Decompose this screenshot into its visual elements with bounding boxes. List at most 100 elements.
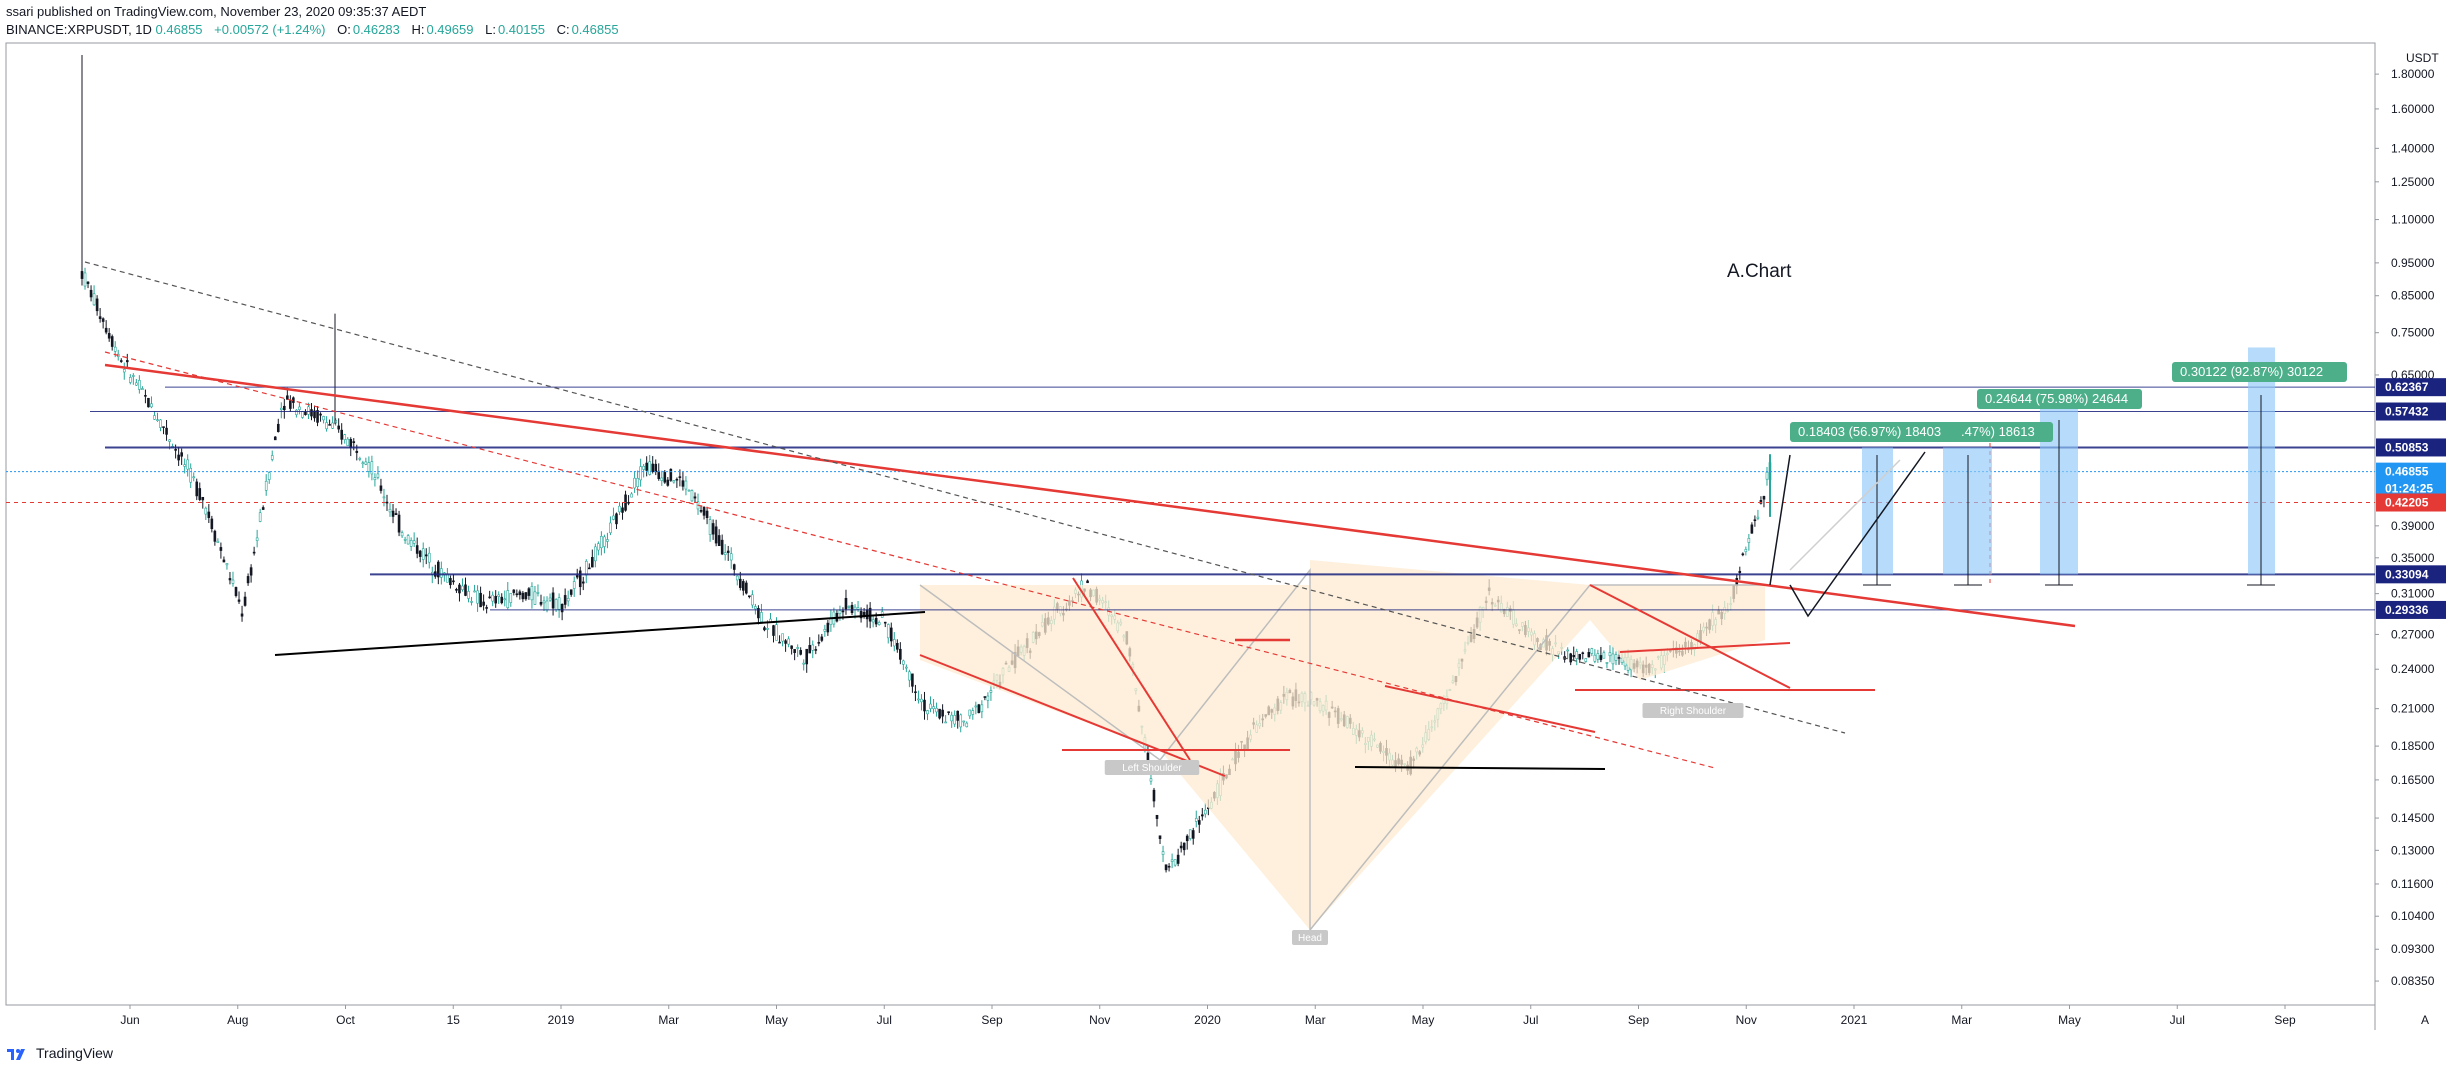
candle-body [219, 547, 223, 551]
candle-body [349, 438, 353, 448]
last-price: 0.46855 [155, 22, 203, 37]
open-label: O: [337, 22, 351, 37]
candle-body [464, 584, 467, 596]
symbol-name[interactable]: BINANCE:XRPUSDT, 1D [6, 22, 152, 37]
candle-body [705, 510, 709, 519]
x-tick-label: 2021 [1841, 1013, 1868, 1027]
tradingview-brand[interactable]: TradingView [36, 1045, 114, 1061]
candle-body [258, 512, 262, 522]
price-tag [2376, 493, 2446, 512]
candle-body [210, 518, 214, 530]
candle-body [584, 560, 588, 576]
candle-body [286, 395, 289, 400]
candle-body [684, 480, 688, 490]
pattern-label-box [1104, 760, 1200, 775]
candle-body [370, 461, 374, 475]
candle-body [409, 540, 413, 547]
candle-body [1197, 820, 1201, 825]
price-tag [2376, 462, 2446, 481]
candle-body [763, 627, 766, 631]
y-tick-label: 0.85000 [2391, 289, 2435, 303]
y-tick-label: 1.80000 [2391, 67, 2435, 81]
candle-body [207, 511, 211, 518]
candle-body [1182, 842, 1186, 851]
candle-body [757, 607, 760, 619]
candle-body [956, 710, 960, 721]
candle-body [1744, 549, 1748, 553]
candle-body [135, 382, 138, 386]
tradingview-logo-icon[interactable] [6, 1045, 30, 1061]
candle-body [693, 496, 697, 499]
x-tick-label: Mar [1951, 1013, 1972, 1027]
candle-body [892, 639, 896, 647]
candle-body [267, 472, 271, 480]
candle-body [563, 595, 567, 605]
candle-body [772, 625, 775, 636]
candle-body [101, 318, 105, 322]
candle-body [216, 540, 220, 543]
candle-body [1593, 654, 1597, 662]
candle-body [473, 590, 476, 593]
candle-body [726, 550, 730, 553]
candle-body [524, 592, 528, 600]
candle-body [1201, 814, 1204, 817]
candle-body [935, 707, 938, 713]
y-tick-label: 0.08350 [2391, 974, 2435, 988]
candle-body [808, 645, 812, 654]
candle-body [195, 481, 199, 497]
candle-body [177, 454, 180, 461]
candle-body [1602, 652, 1606, 659]
candle-body [1188, 829, 1192, 839]
candle-body [1204, 809, 1207, 815]
price-tag-label: 0.62367 [2385, 380, 2429, 394]
candle-body [621, 507, 624, 513]
candle-body [548, 597, 552, 601]
candle-body [273, 436, 277, 441]
candle-body [418, 550, 422, 557]
price-tag-label: 0.42205 [2385, 496, 2429, 510]
candle-body [515, 593, 519, 596]
candle-body [313, 410, 316, 419]
candle-body [237, 599, 241, 602]
candle-body [766, 628, 769, 630]
candle-body [811, 644, 815, 651]
y-tick-label: 0.95000 [2391, 256, 2435, 270]
annotation-title: A.Chart [1727, 261, 1792, 282]
candle-body [760, 612, 763, 623]
candle-body [1747, 537, 1751, 543]
candle-body [648, 461, 651, 475]
candle-body [264, 480, 268, 491]
open-value: 0.46283 [352, 22, 400, 37]
candle-body [633, 477, 636, 489]
candle-body [358, 458, 362, 460]
publish-info: ssari published on TradingView.com, Nove… [6, 4, 427, 19]
candle-body [183, 464, 186, 467]
candle-body [754, 606, 757, 610]
candle-body [678, 476, 682, 478]
candle-body [663, 472, 667, 483]
candle-body [397, 514, 401, 533]
candle-body [388, 508, 392, 513]
candle-body [738, 578, 742, 588]
candle-body [500, 596, 504, 604]
candle-body [557, 597, 561, 610]
candle-body [107, 333, 111, 339]
candle-body [847, 606, 851, 608]
candle-body [1173, 859, 1177, 866]
candle-body [566, 598, 570, 602]
y-axis[interactable]: 1.80000 1.60000 1.40000 1.25000 1.10000 0.950… [2375, 67, 2435, 988]
x-tick-label: Nov [1736, 1013, 1757, 1027]
auto-scale-button[interactable]: A [2421, 1013, 2429, 1027]
candle-body [1611, 653, 1615, 665]
low-label: L: [485, 22, 496, 37]
x-axis[interactable]: Jun Aug Oct 15 2019 Mar May Jul Sep Nov 2020 Mar May… [120, 1005, 2296, 1027]
candle-body [950, 714, 953, 722]
candle-body [820, 636, 824, 641]
candle-body [403, 538, 407, 541]
x-tick-label: Nov [1089, 1013, 1110, 1027]
pattern-label: Head [1298, 933, 1322, 944]
candle-body [883, 621, 887, 624]
candles [80, 55, 1772, 873]
candle-body [923, 699, 926, 712]
